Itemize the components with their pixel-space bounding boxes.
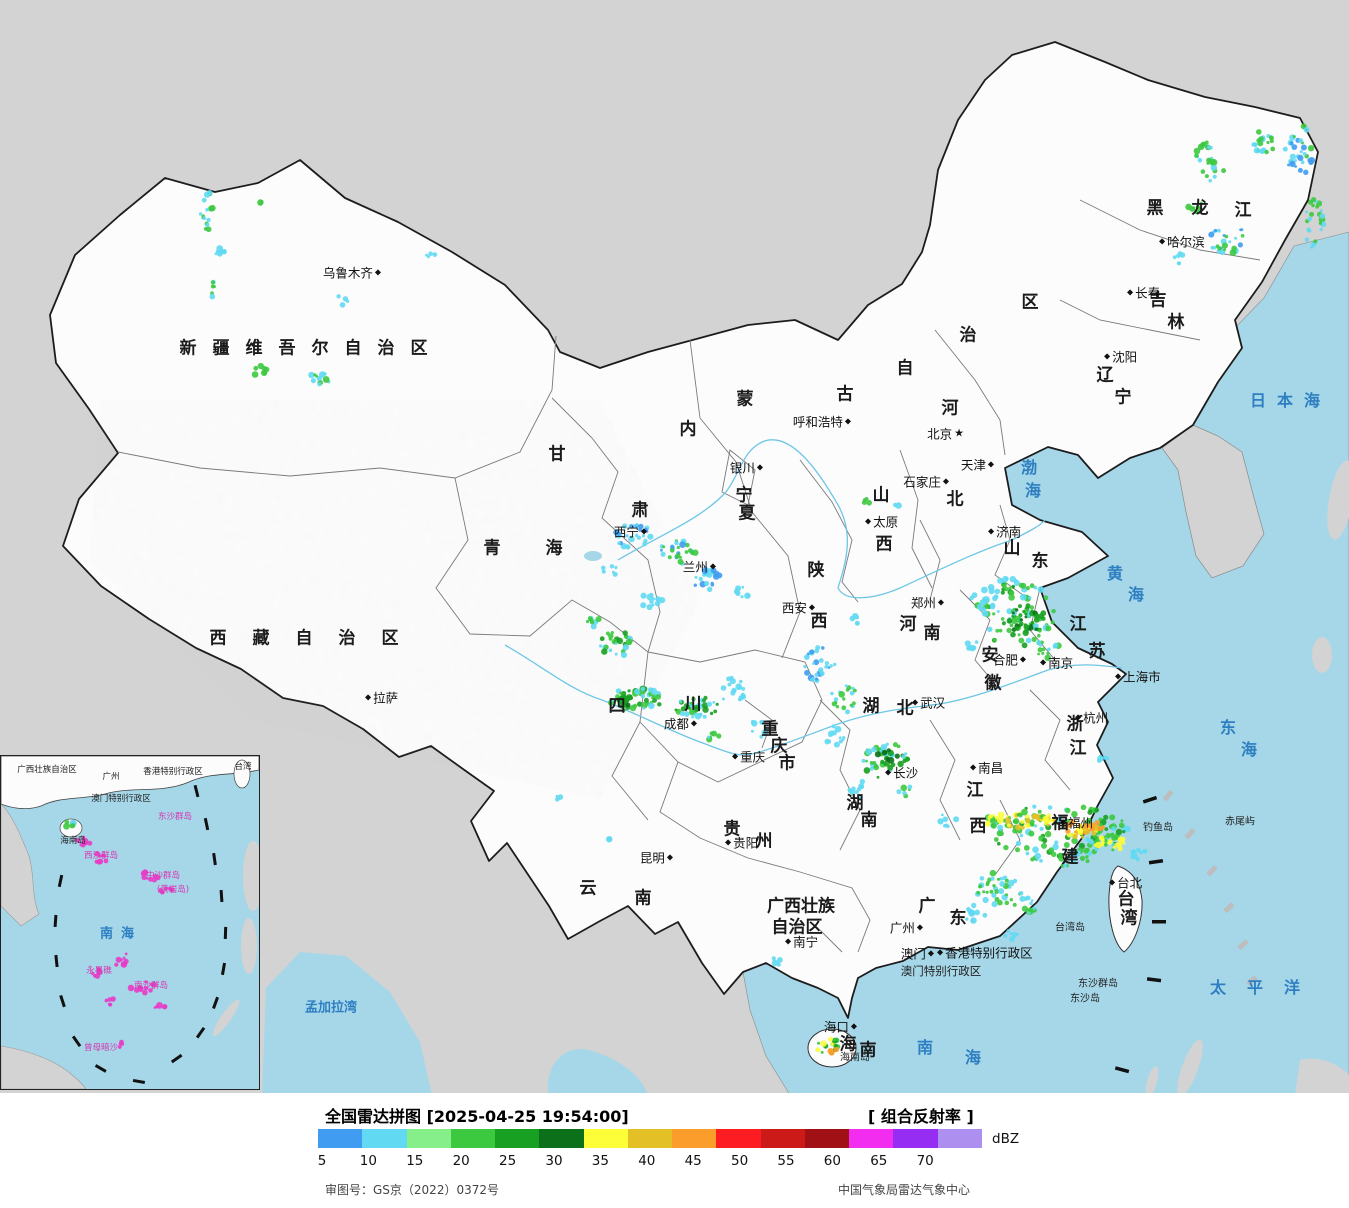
scale-swatch <box>937 1129 982 1148</box>
south-china-sea-inset: 广西壮族自治区 广州 香港特别行政区 台湾 澳门特别行政区 海南岛 东沙群岛 西沙群岛 中沙群岛… <box>0 755 260 1090</box>
product-name: [ 组合反射率 ] <box>868 1107 974 1126</box>
scale-value: 65 <box>870 1153 888 1169</box>
scale-value: 40 <box>638 1153 656 1169</box>
inset-island-markers <box>63 819 175 1049</box>
yellow-river <box>617 439 1046 599</box>
color-scale <box>318 1129 982 1148</box>
japan-island-south <box>1312 637 1332 673</box>
scale-swatch <box>760 1129 805 1148</box>
inset-palawan <box>212 999 240 1037</box>
thai-gulf <box>547 1049 648 1095</box>
hainan-island <box>807 1028 857 1068</box>
scale-value: 50 <box>731 1153 749 1169</box>
scale-swatch <box>893 1129 938 1148</box>
bengal-bay <box>262 952 432 1095</box>
approval-number: 审图号：GS京（2022）0372号 <box>325 1183 499 1197</box>
ryukyu-islands <box>1162 789 1258 987</box>
korea-peninsula <box>1161 424 1265 579</box>
scale-value: 70 <box>916 1153 934 1169</box>
inset-map <box>1 756 259 1089</box>
luzon-islet <box>1177 1039 1203 1097</box>
scale-swatch <box>849 1129 894 1148</box>
scale-values: 5 10 15 20 25 30 35 40 45 50 55 60 65 70 <box>0 1153 1349 1173</box>
scale-swatch <box>804 1129 850 1148</box>
scale-swatch <box>495 1129 540 1148</box>
scale-swatch <box>672 1129 717 1148</box>
inset-borneo <box>1 1045 87 1089</box>
scale-swatch <box>450 1129 496 1148</box>
scale-value: 25 <box>499 1153 517 1169</box>
scale-value: 20 <box>452 1153 470 1169</box>
data-source: 中国气象局雷达气象中心 <box>838 1183 971 1197</box>
radar-echo-layer <box>198 123 1327 1056</box>
inset-philippines-2 <box>241 918 257 974</box>
japan-island <box>1327 460 1349 540</box>
scale-value: 35 <box>591 1153 609 1169</box>
scale-swatch <box>716 1129 761 1148</box>
inset-nine-dash-line <box>53 784 228 1085</box>
yangtze-river <box>504 644 1123 756</box>
scale-swatch <box>539 1129 584 1148</box>
scale-value: 45 <box>684 1153 702 1169</box>
inset-taiwan <box>233 759 251 789</box>
scale-value: 60 <box>823 1153 841 1169</box>
taiwan-island <box>1108 865 1143 953</box>
scale-value: 30 <box>545 1153 563 1169</box>
luzon <box>1295 1058 1349 1095</box>
legend-panel: 全国雷达拼图 [2025-04-25 19:54:00] [ 组合反射率 ] d… <box>0 1093 1349 1208</box>
terrain-texture <box>90 400 700 800</box>
nine-dash-line <box>1114 795 1166 1074</box>
inset-vietnam <box>1 803 40 927</box>
scale-swatch <box>406 1129 451 1148</box>
luzon-islet-2 <box>1145 1066 1159 1098</box>
scale-value: 15 <box>406 1153 424 1169</box>
scale-swatch <box>627 1129 673 1148</box>
inset-philippines-1 <box>243 841 259 911</box>
rivers <box>504 439 1123 756</box>
scale-value: 10 <box>359 1153 377 1169</box>
scale-value: 5 <box>317 1153 327 1169</box>
scale-unit: dBZ <box>992 1131 1020 1147</box>
scale-swatch <box>318 1129 363 1148</box>
scale-swatch <box>583 1129 628 1148</box>
scale-swatch <box>362 1129 407 1148</box>
inset-mainland <box>1 756 259 810</box>
mosaic-title: 全国雷达拼图 [2025-04-25 19:54:00] <box>325 1107 629 1126</box>
scale-value: 55 <box>777 1153 795 1169</box>
qinghai-lake <box>584 551 602 561</box>
